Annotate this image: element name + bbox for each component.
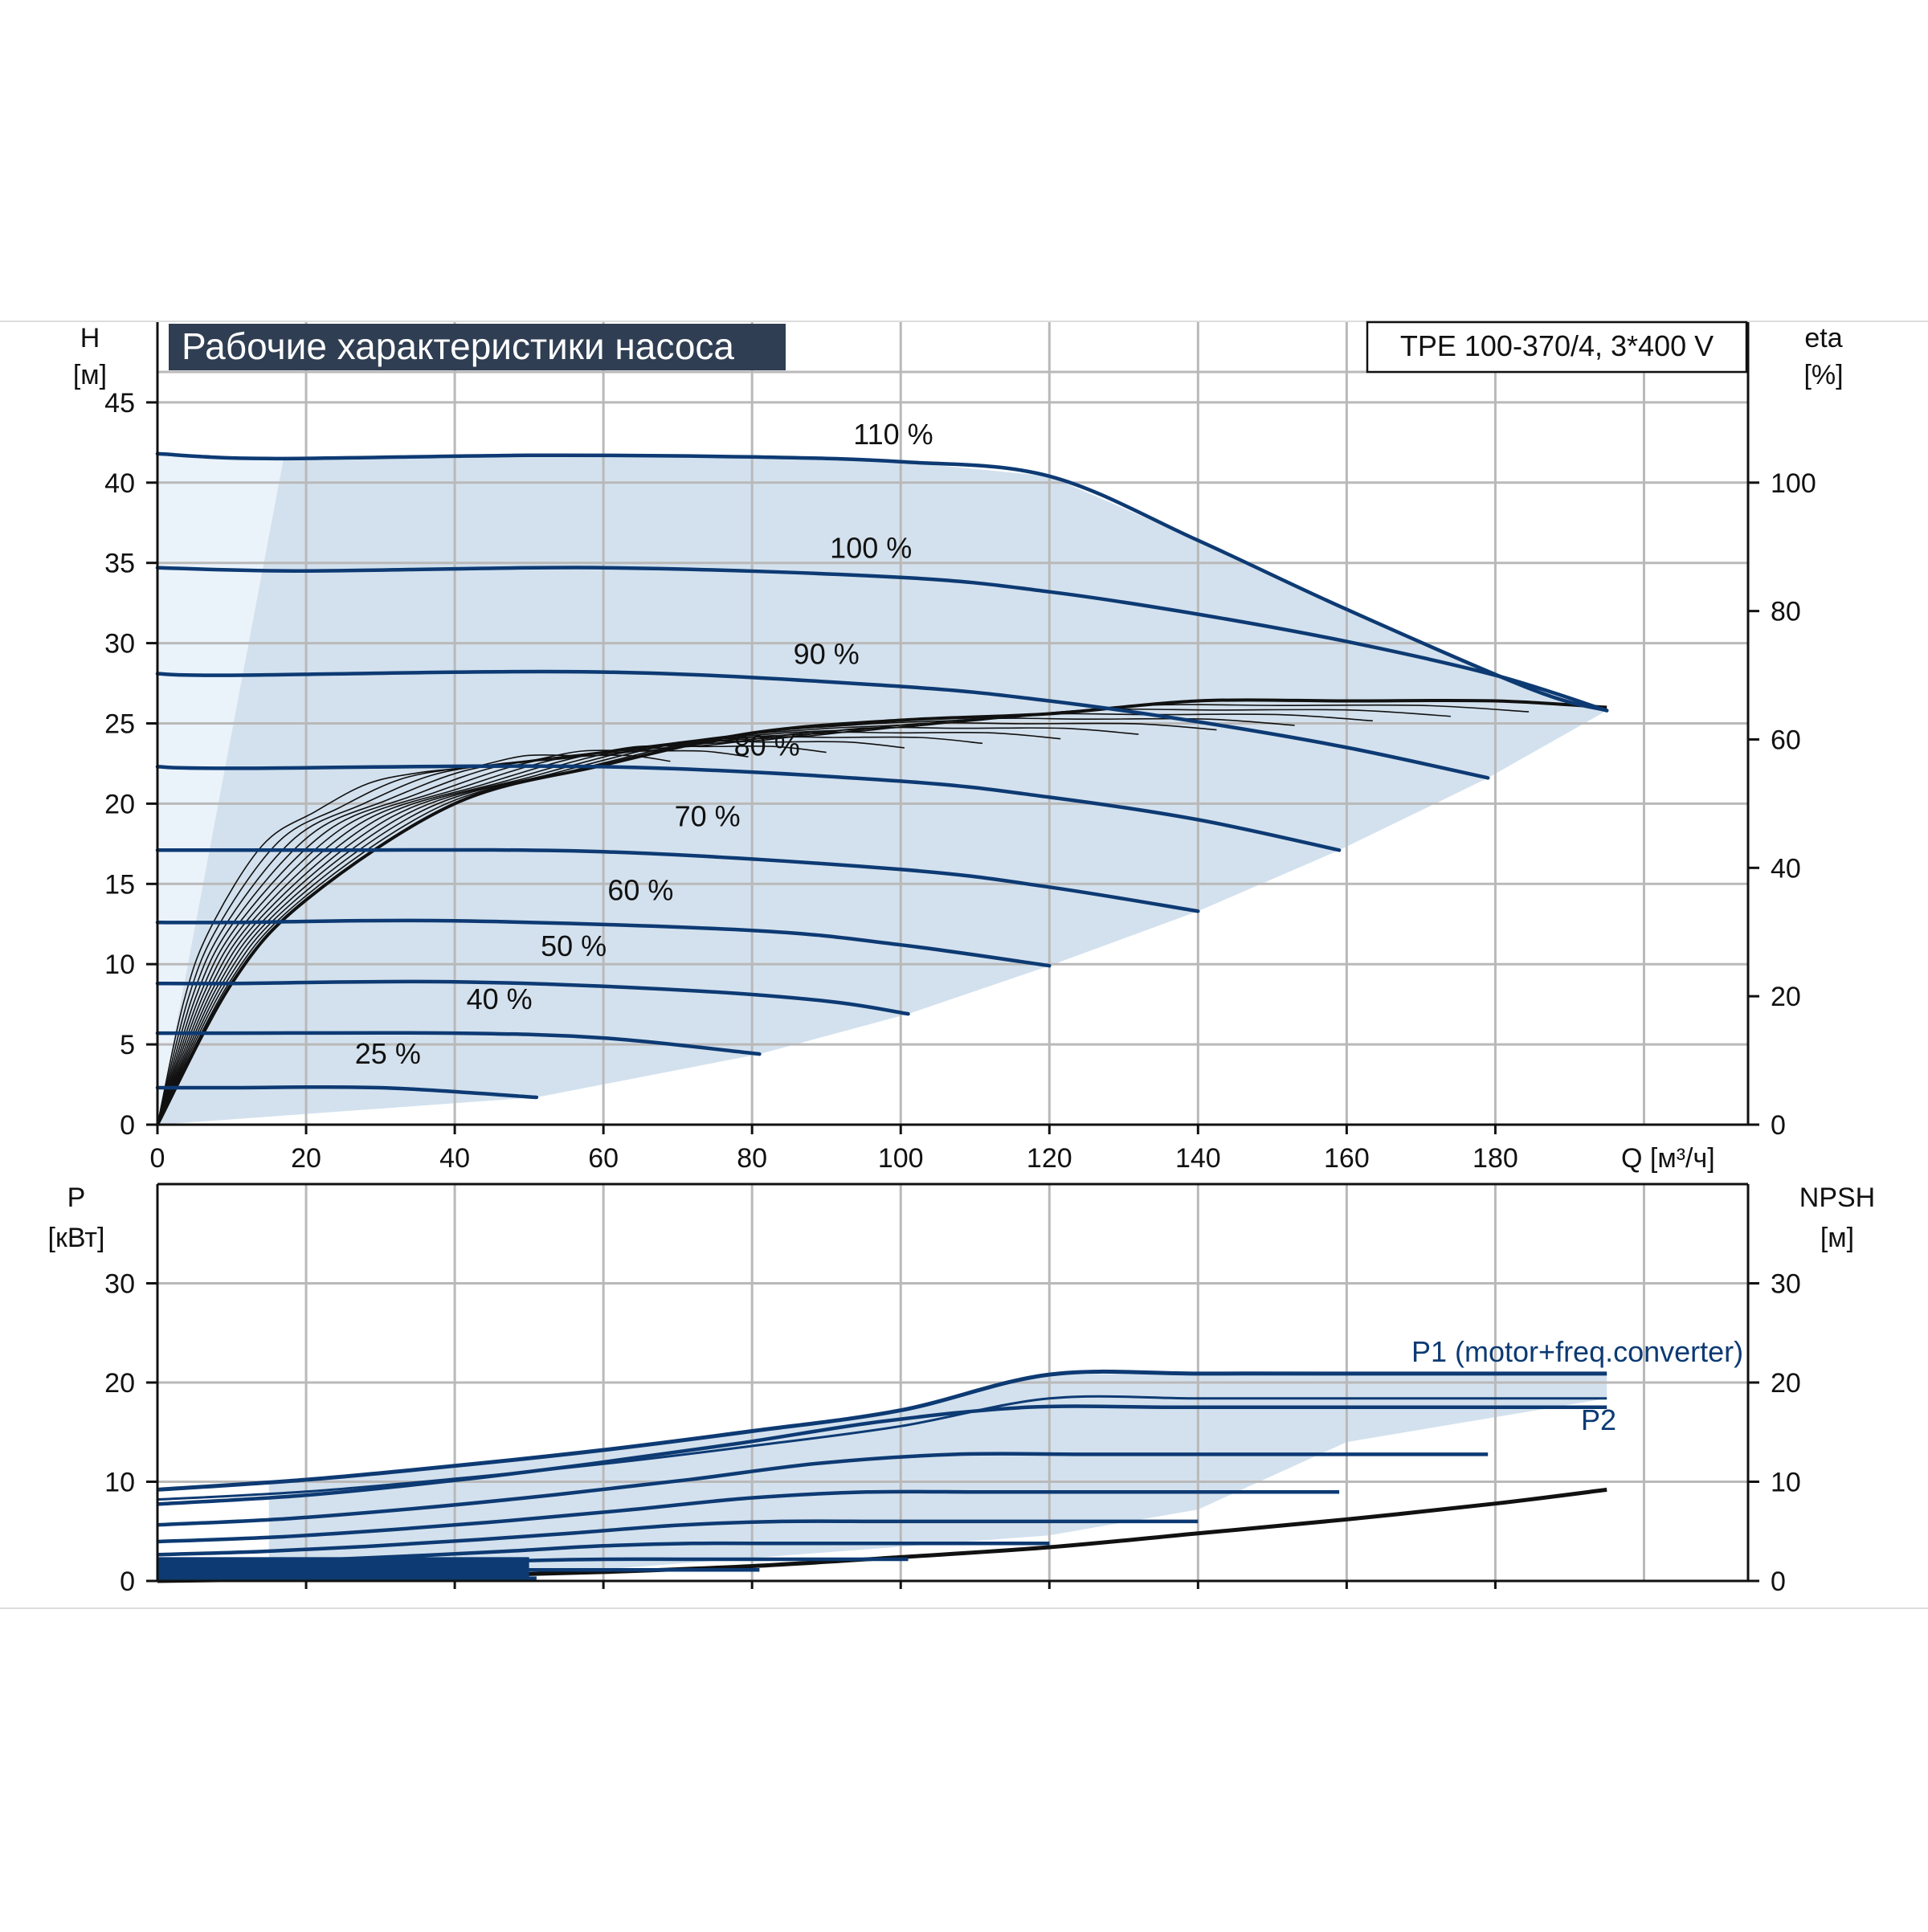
flow-tick-label: 100 <box>878 1143 924 1174</box>
flow-tick-label: 80 <box>737 1143 767 1174</box>
speed-label-80: 80 % <box>734 729 800 762</box>
power-tick-label: 10 <box>104 1468 135 1498</box>
efficiency-curve-group <box>156 698 1607 1125</box>
eta-tick-label: 60 <box>1771 725 1801 755</box>
head-curve-60-speed <box>155 918 1052 968</box>
head-curves <box>155 451 1609 1100</box>
flow-tick-label: 160 <box>1324 1143 1370 1174</box>
head-tick-label: 10 <box>104 950 135 980</box>
speed-label-110: 110 % <box>853 418 933 451</box>
head-tick-label: 20 <box>104 789 135 819</box>
p2-label: P2 <box>1581 1403 1616 1436</box>
power-curve-100-speed <box>157 1404 1607 1506</box>
head-curve-90-speed <box>155 669 1490 780</box>
head-tick-label: 0 <box>120 1110 135 1141</box>
speed-label-90: 90 % <box>794 638 860 671</box>
head-tick-label: 15 <box>104 869 135 900</box>
flow-tick-label: 40 <box>439 1143 470 1174</box>
speed-label-70: 70 % <box>675 799 741 832</box>
head-axis-unit: [м] <box>73 360 107 390</box>
eta-tick-label: 20 <box>1771 982 1801 1012</box>
speed-label-100: 100 % <box>830 532 912 565</box>
efficiency-curve <box>157 745 827 1125</box>
p2-curve <box>157 1395 1607 1501</box>
eta-tick-label: 100 <box>1771 468 1816 499</box>
low-flow-power-block <box>157 1557 529 1581</box>
power-curve-80-speed <box>157 1489 1340 1544</box>
flow-tick-label: 120 <box>1027 1143 1072 1174</box>
flow-axis-label: Q [м³/ч] <box>1621 1143 1715 1174</box>
speed-label-60: 60 % <box>607 873 673 906</box>
efficiency-curve <box>157 726 1139 1125</box>
head-curve-100-speed <box>155 566 1609 713</box>
eta-tick-label: 80 <box>1771 597 1801 627</box>
npsh-tick-label: 20 <box>1771 1368 1801 1399</box>
head-tick-label: 45 <box>104 388 135 419</box>
p1-curve <box>157 1369 1607 1492</box>
chart-title: Рабочие характеристики насоса <box>182 325 734 367</box>
flow-tick-label: 140 <box>1175 1143 1221 1174</box>
eta-tick-label: 0 <box>1771 1110 1786 1141</box>
head-axis-name: H <box>80 323 100 353</box>
speed-labels: 110 % 100 % 90 % 80 % 70 % 60 %50 %40 % 25 % <box>355 418 933 1070</box>
power-tick-label: 20 <box>104 1368 135 1399</box>
efficiency-curve <box>156 698 1607 1125</box>
head-tick-label: 40 <box>104 468 135 499</box>
efficiency-curve <box>157 736 983 1125</box>
npsh-tick-label: 10 <box>1771 1468 1801 1498</box>
power-axis-name: P <box>67 1182 86 1213</box>
head-tick-label: 35 <box>104 549 135 579</box>
efficiency-curve <box>157 721 1217 1125</box>
npsh-tick-label: 30 <box>1771 1269 1801 1300</box>
eta-axis-unit: [%] <box>1803 360 1843 390</box>
bottom-grid <box>157 1184 1748 1581</box>
power-curve-90-speed <box>157 1452 1489 1527</box>
power-tick-label: 0 <box>120 1566 135 1597</box>
pump-model: TPE 100-370/4, 3*400 V <box>1400 329 1714 362</box>
bottom-axes: 0 10 20 30 0 10 20 30 <box>104 1182 1801 1597</box>
flow-tick-label: 180 <box>1473 1143 1518 1174</box>
flow-tick-label: 0 <box>150 1143 165 1174</box>
eta-axis-name: eta <box>1804 323 1842 353</box>
head-curve-80-speed <box>155 764 1342 852</box>
low-flow-band <box>157 455 284 1125</box>
efficiency-curve <box>157 704 1530 1125</box>
power-axis-unit: [кВт] <box>48 1223 105 1253</box>
head-curve-25-speed <box>155 1084 539 1100</box>
top-axes: 0 5 10 15 20 25 30 35 40 45 0 20 40 60 80 100 0 20 40 60 80 1… <box>104 322 1816 1174</box>
model-box: TPE 100-370/4, 3*400 V <box>1366 321 1748 374</box>
head-tick-label: 5 <box>120 1030 135 1060</box>
npsh-axis-name: NPSH <box>1799 1182 1875 1213</box>
head-tick-label: 25 <box>104 709 135 740</box>
power-curves <box>157 1369 1607 1583</box>
head-curve-40-speed <box>155 1031 762 1056</box>
head-curve-110-speed <box>155 451 1609 713</box>
npsh-axis-unit: [м] <box>1820 1223 1854 1253</box>
speed-label-50: 50 % <box>541 929 607 962</box>
eta-tick-label: 40 <box>1771 853 1801 884</box>
efficiency-curve <box>157 731 1061 1125</box>
chart-title-box: Рабочие характеристики насоса <box>169 324 786 370</box>
flow-tick-label: 20 <box>291 1143 321 1174</box>
p1-label: P1 (motor+freq.converter) <box>1411 1335 1743 1368</box>
speed-label-25: 25 % <box>355 1037 421 1070</box>
npsh-tick-label: 0 <box>1771 1566 1786 1597</box>
head-tick-label: 30 <box>104 629 135 660</box>
power-curve-70-speed <box>157 1519 1199 1557</box>
speed-label-40: 40 % <box>467 982 533 1015</box>
power-tick-label: 30 <box>104 1269 135 1300</box>
head-curve-70-speed <box>155 848 1200 913</box>
flow-tick-label: 60 <box>588 1143 619 1174</box>
efficiency-curve <box>157 740 905 1125</box>
head-curve-50-speed <box>155 979 910 1016</box>
